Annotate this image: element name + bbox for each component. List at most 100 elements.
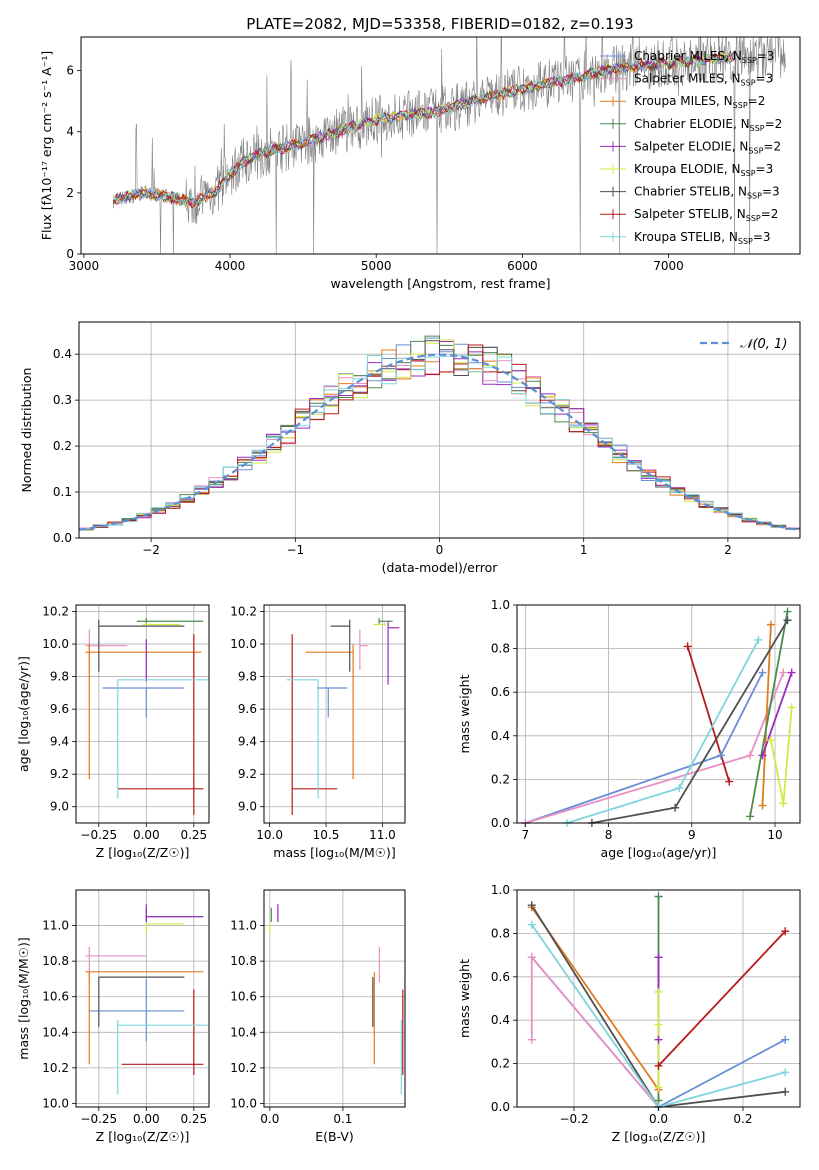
plus-marker bbox=[783, 616, 792, 625]
y-tick-label: 11.0 bbox=[42, 919, 69, 933]
y-tick-label: 9.8 bbox=[238, 670, 257, 684]
mass-weight-line bbox=[530, 954, 660, 1107]
plus-marker bbox=[683, 642, 692, 651]
plus-marker bbox=[654, 987, 663, 996]
x-axis-label: E(B-V) bbox=[315, 1129, 354, 1144]
plot-area bbox=[525, 611, 793, 823]
y-tick-label: 0.2 bbox=[53, 439, 72, 453]
plots: Chabrier MILES, NSSP=3 Salpeter MILES, NS… bbox=[16, 36, 801, 1144]
y-tick-label: 9.6 bbox=[238, 702, 257, 716]
x-tick-label: 2 bbox=[724, 543, 732, 557]
mass-weight-line bbox=[525, 672, 764, 823]
plus-marker bbox=[781, 1035, 790, 1044]
plot-area bbox=[79, 335, 800, 531]
mass-weight-line bbox=[749, 611, 789, 817]
y-tick-label: 9.2 bbox=[238, 767, 257, 781]
plus-marker bbox=[781, 927, 790, 936]
y-tick-label: 0.0 bbox=[491, 1100, 510, 1114]
y-tick-label: 0.4 bbox=[491, 729, 510, 743]
y-tick-label: 0.3 bbox=[53, 393, 72, 407]
plus-marker bbox=[527, 1035, 536, 1044]
plus-marker bbox=[758, 751, 767, 760]
y-axis-label: Flux [fλ10⁻¹⁷ erg cm⁻² s⁻¹ A⁻¹] bbox=[39, 51, 54, 240]
plus-marker bbox=[654, 1083, 663, 1092]
plus-marker bbox=[783, 607, 792, 616]
plus-marker bbox=[758, 801, 767, 810]
y-tick-label: 10.8 bbox=[230, 954, 257, 968]
x-tick-label: 6000 bbox=[507, 259, 538, 273]
x-tick-label: −0.2 bbox=[559, 1112, 588, 1126]
x-tick-label: 7000 bbox=[653, 259, 684, 273]
x-tick-label: −0.25 bbox=[80, 828, 117, 842]
model-spectrum-line bbox=[112, 51, 735, 209]
plus-marker bbox=[758, 668, 767, 677]
plus-marker bbox=[787, 668, 796, 677]
x-axis-label: (data-model)/error bbox=[382, 560, 499, 575]
y-tick-label: 0.2 bbox=[491, 772, 510, 786]
y-tick-label: 9.4 bbox=[50, 735, 69, 749]
plus-marker bbox=[746, 812, 755, 821]
y-axis-label: Normed distribution bbox=[19, 368, 34, 493]
y-tick-label: 10.6 bbox=[230, 990, 257, 1004]
y-tick-label: 6 bbox=[66, 64, 74, 78]
plus-marker bbox=[675, 784, 684, 793]
y-tick-label: 4 bbox=[66, 125, 74, 139]
y-tick-label: 10.0 bbox=[42, 637, 69, 651]
y-tick-label: 10.6 bbox=[42, 990, 69, 1004]
plus-marker bbox=[754, 635, 763, 644]
plus-marker bbox=[781, 1068, 790, 1077]
mass-weight-line bbox=[761, 672, 793, 756]
panel-spectrum: Chabrier MILES, NSSP=3 Salpeter MILES, NS… bbox=[39, 36, 801, 291]
plot-area bbox=[286, 618, 400, 815]
y-tick-label: 0.4 bbox=[53, 347, 72, 361]
legend-label: Kroupa STELIB, NSSP=3 bbox=[634, 230, 771, 246]
x-tick-label: 10 bbox=[767, 828, 782, 842]
y-tick-label: 10.0 bbox=[230, 637, 257, 651]
x-axis-label: Z [log₁₀(Z/Z☉)] bbox=[612, 1129, 706, 1144]
axes-frame bbox=[263, 889, 406, 1108]
x-tick-label: 10.0 bbox=[256, 828, 283, 842]
axes-frame bbox=[75, 604, 210, 824]
y-tick-label: 0.1 bbox=[53, 485, 72, 499]
x-tick-label: 9 bbox=[688, 828, 696, 842]
y-axis-label: mass weight bbox=[457, 959, 472, 1038]
legend-label: Kroupa ELODIE, NSSP=3 bbox=[634, 162, 773, 178]
plus-marker bbox=[654, 1035, 663, 1044]
axes-frame bbox=[75, 889, 210, 1108]
mass-weight-line bbox=[531, 924, 786, 1107]
y-tick-label: 0.6 bbox=[491, 970, 510, 984]
x-tick-label: 0.1 bbox=[333, 1112, 352, 1126]
plus-marker bbox=[527, 920, 536, 929]
model-spectrum-line bbox=[112, 49, 735, 207]
x-tick-label: 11.0 bbox=[369, 828, 396, 842]
y-tick-label: 0.0 bbox=[491, 816, 510, 830]
x-tick-label: 0.25 bbox=[180, 1112, 207, 1126]
observed-spectrum-line bbox=[112, 37, 786, 254]
x-tick-label: 1 bbox=[580, 543, 588, 557]
plus-marker bbox=[781, 1087, 790, 1096]
panel-residuals: 𝒩(0, 1) −2 −1 0 1 2 0.0 0.1 0.2 0.3 0.4 (data-model… bbox=[19, 321, 801, 575]
residual-histogram-step bbox=[79, 344, 800, 530]
panel-age_vs_mass: 10.0 10.5 11.0 9.0 9.2 9.4 9.6 9.8 10.0 10.2 mass … bbox=[230, 604, 406, 860]
plot-area bbox=[112, 37, 786, 254]
y-tick-label: 10.2 bbox=[230, 605, 257, 619]
legend-label: 𝒩(0, 1) bbox=[740, 337, 787, 352]
mass-weight-line bbox=[657, 930, 786, 1067]
y-axis-label: mass [log₁₀(M/M☉)] bbox=[16, 937, 31, 1059]
x-tick-label: 0.25 bbox=[180, 828, 207, 842]
x-tick-label: 3000 bbox=[69, 259, 100, 273]
plus-marker bbox=[527, 901, 536, 910]
mass-weight-line bbox=[686, 646, 731, 782]
plus-marker bbox=[766, 736, 775, 745]
legend-label: Kroupa MILES, NSSP=2 bbox=[634, 94, 765, 110]
panel-mass_weight_vs_Z: −0.2 0.0 0.2 0.0 0.2 0.4 0.6 0.8 1.0 Z [log₁₀(Z/Z… bbox=[457, 883, 801, 1144]
x-axis-label: age [log₁₀(age/yr)] bbox=[601, 845, 717, 860]
y-tick-label: 1.0 bbox=[491, 883, 510, 897]
x-axis-label: wavelength [Angstrom, rest frame] bbox=[330, 276, 550, 291]
y-tick-label: 0.0 bbox=[53, 531, 72, 545]
legend-label: Salpeter STELIB, NSSP=2 bbox=[634, 207, 778, 223]
y-tick-label: 0.4 bbox=[491, 1013, 510, 1027]
spectrum-legend: Chabrier MILES, NSSP=3 Salpeter MILES, NS… bbox=[600, 49, 782, 246]
y-tick-label: 9.4 bbox=[238, 735, 257, 749]
x-tick-label: 0.0 bbox=[260, 1112, 279, 1126]
